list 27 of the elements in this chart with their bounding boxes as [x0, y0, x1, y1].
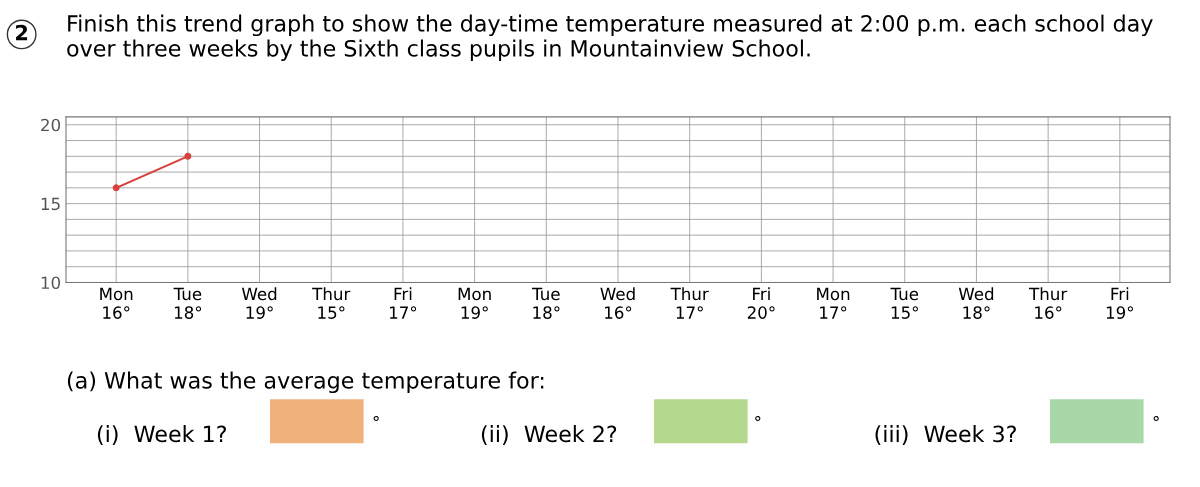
text: (i) Week 1? — [97, 425, 226, 445]
chart-title: Finish this trend graph to show the day-time temperature measured at 2:00 p.m. each school day over three weeks by the Sixth class pupils in Mountainview School. — [67, 14, 1153, 61]
text: ° — [373, 415, 379, 422]
x-tick-label: Tue 18° — [532, 287, 560, 319]
y-tick-label: 20 — [41, 118, 61, 132]
x-tick-label: Wed 19° — [241, 287, 277, 319]
x-tick-label: Thur 15° — [312, 287, 351, 319]
x-tick-label: Wed 16° — [600, 287, 635, 319]
x-tick-label: Thur 16° — [1029, 287, 1068, 319]
x-tick-label: Fri 20° — [747, 287, 775, 319]
x-tick-label: Fri 19° — [1106, 287, 1133, 319]
y-tick-label: 10 — [41, 276, 61, 290]
x-tick-label: Mon 19° — [458, 287, 491, 319]
text: ° — [755, 415, 761, 422]
x-tick-label: Mon 17° — [817, 287, 850, 319]
text: (iii) Week 3? — [875, 425, 1016, 445]
text: (a) What was the average temperature for: — [67, 371, 544, 394]
text: (ii) Week 2? — [481, 425, 617, 445]
x-tick-label: Mon 16° — [100, 287, 133, 319]
x-tick-label: Thur 17° — [670, 287, 709, 319]
x-tick-label: Wed 18° — [958, 287, 994, 319]
x-tick-label: Fri 17° — [389, 287, 417, 319]
x-tick-label: Tue 18° — [173, 287, 202, 319]
text: 2 — [16, 24, 28, 41]
text: ° — [1153, 415, 1159, 422]
y-tick-label: 15 — [41, 197, 60, 211]
x-tick-label: Tue 15° — [890, 287, 919, 319]
